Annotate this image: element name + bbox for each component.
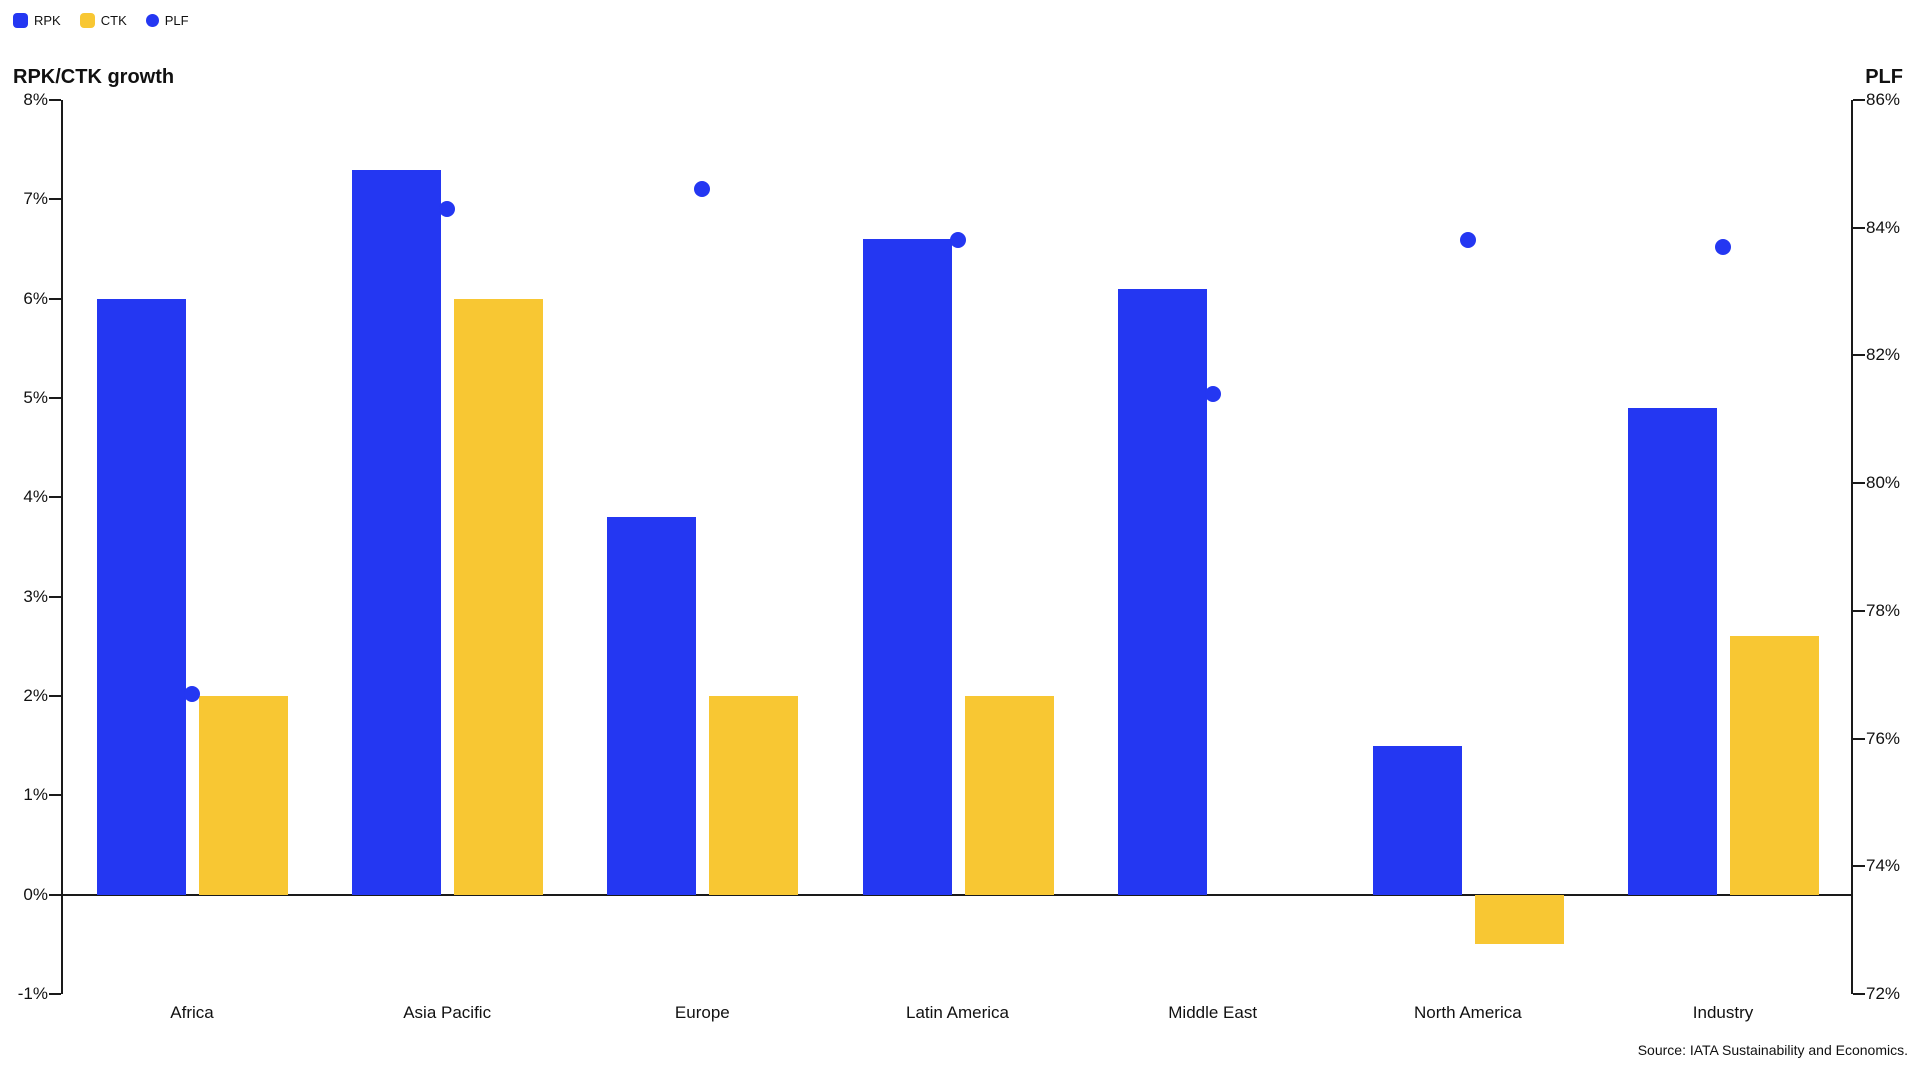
bar-rpk-industry [1628,407,1718,895]
left-axis-tick-label-7: 7% [23,189,48,209]
right-axis-tick-86 [1853,99,1865,101]
left-axis-tick-1 [49,794,61,797]
left-axis-tick-label-2: 2% [23,686,48,705]
plf-dot-industry [1715,238,1732,255]
left-axis-tick-label-5: 5% [23,388,48,407]
x-label-north-america: North America [1413,1003,1522,1022]
rpk-swatch-icon [13,13,28,28]
right-axis-tick-84 [1853,226,1865,229]
plf-dot-asia-pacific [439,200,456,217]
legend-item-rpk: RPK [13,13,61,28]
right-axis-tick-label-78: 78% [1866,600,1901,620]
bar-ctk-europe [709,696,799,895]
left-axis-tick-8 [49,99,61,101]
left-axis-tick-label-6: 6% [23,288,48,308]
right-axis-tick-label-82: 82% [1866,345,1901,365]
plf-dot-north-america [1459,232,1476,249]
bar-ctk-latin-america [964,696,1054,895]
left-axis-line [61,100,63,994]
bar-ctk-asia-pacific [454,298,544,895]
bar-ctk-africa [199,696,288,895]
plf-dot-middle-east [1204,385,1221,402]
bar-rpk-africa [97,298,186,895]
legend-item-plf: PLF [145,13,189,28]
legend-item-ctk: CTK [79,13,127,28]
plf-dot-icon [145,14,159,27]
zero-baseline [63,893,1851,896]
right-axis-tick-label-86: 86% [1866,90,1901,109]
left-axis-tick-label-0: 0% [23,884,48,904]
left-axis-tick-7 [49,198,61,201]
right-axis-title: PLF [1865,66,1903,88]
x-label-africa: Africa [170,1003,214,1022]
right-axis-tick-label-84: 84% [1866,217,1901,237]
left-axis-tick-2 [49,695,61,697]
left-axis-tick-label-3: 3% [23,586,48,606]
plf-dot-europe [694,181,711,198]
right-axis-tick-label-72: 72% [1866,984,1901,1003]
legend: RPK CTK PLF [13,13,189,28]
bar-rpk-latin-america [862,239,952,895]
right-axis-tick-76 [1853,737,1865,740]
x-label-europe: Europe [674,1003,730,1022]
ctk-swatch-icon [79,13,95,28]
left-axis-tick-5 [49,397,61,399]
left-axis-tick-3 [49,595,61,598]
right-axis-tick-72 [1853,993,1865,995]
right-axis-line [1851,100,1853,994]
right-axis-tick-label-76: 76% [1866,728,1901,748]
left-axis-tick-6 [49,297,61,300]
bar-rpk-middle-east [1117,288,1207,895]
right-axis-tick-74 [1853,865,1865,868]
bar-rpk-north-america [1372,745,1462,895]
right-axis-tick-82 [1853,354,1865,357]
right-axis-tick-label-80: 80% [1866,473,1901,493]
left-axis-tick--1 [49,993,61,995]
legend-label-plf: PLF [164,13,189,28]
left-axis-tick-label-1: 1% [23,785,48,805]
left-axis-tick-0 [49,893,61,896]
right-axis-tick-label-74: 74% [1866,856,1901,876]
bar-ctk-north-america [1474,894,1564,945]
right-axis-tick-80 [1853,482,1865,485]
left-axis-tick-label-4: 4% [23,487,48,507]
x-label-middle-east: Middle East [1168,1003,1258,1022]
left-axis-tick-4 [49,496,61,499]
bar-ctk-industry [1730,636,1820,895]
legend-label-ctk: CTK [100,13,127,28]
right-axis-tick-78 [1853,609,1865,612]
left-axis-tick-label-8: 8% [23,90,48,109]
legend-label-rpk: RPK [34,13,61,28]
bar-rpk-asia-pacific [352,169,442,895]
x-label-latin-america: Latin America [906,1003,1009,1022]
left-axis-tick-label--1: -1% [17,984,48,1003]
source-note: Source: IATA Sustainability and Economic… [1637,1042,1908,1058]
plf-dot-africa [184,685,200,702]
bar-rpk-europe [607,517,697,895]
plf-dot-latin-america [949,232,966,249]
x-label-industry: Industry [1692,1003,1754,1022]
left-axis-title: RPK/CTK growth [13,66,175,88]
x-label-asia-pacific: Asia Pacific [403,1003,492,1022]
